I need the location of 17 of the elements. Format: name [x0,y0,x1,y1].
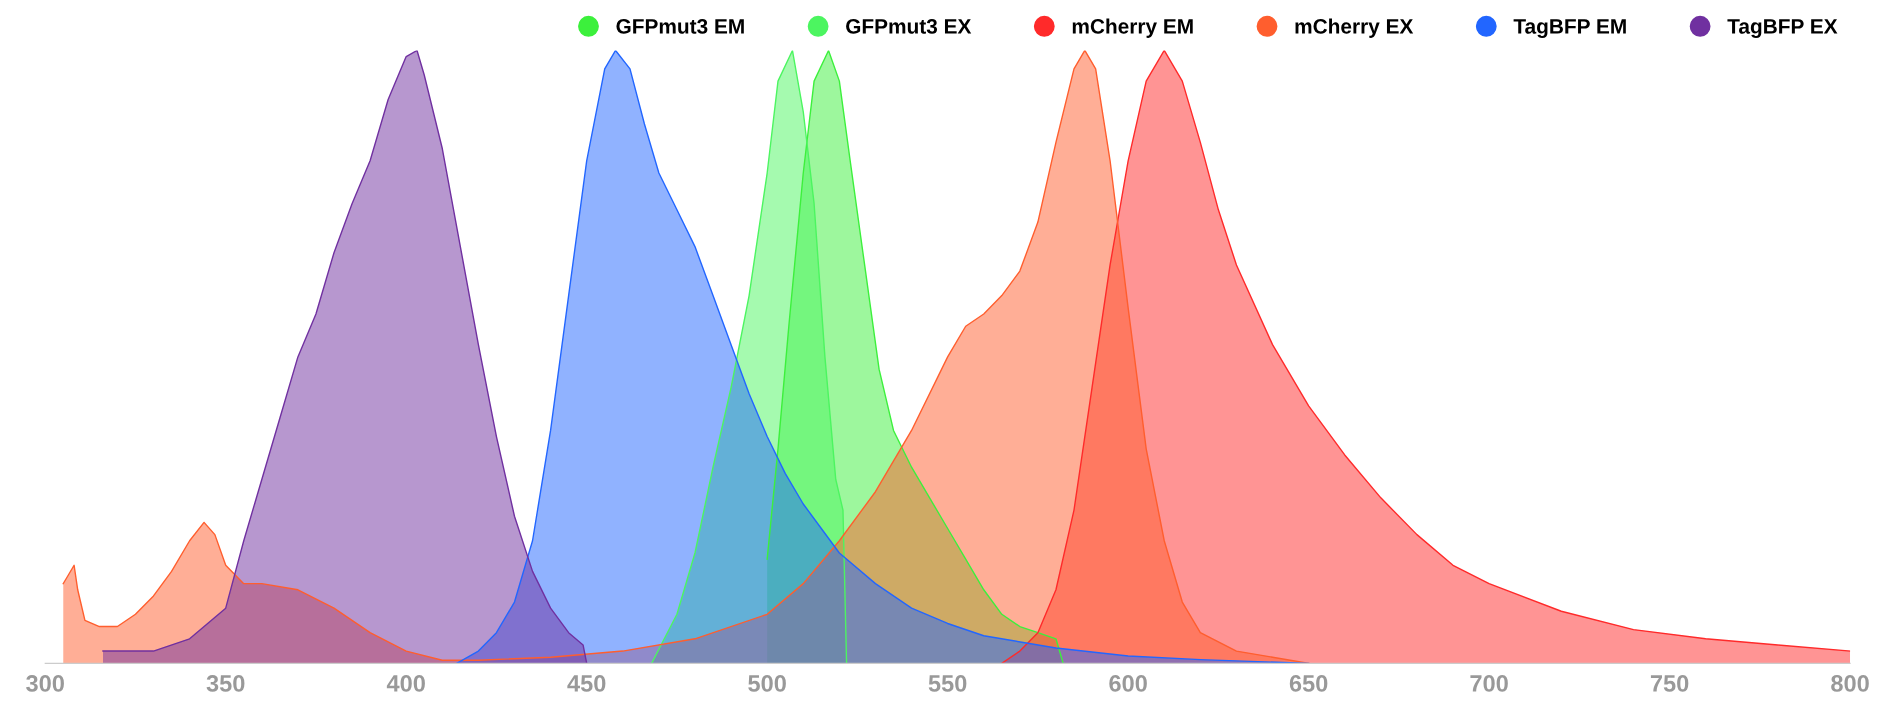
x-tick-label: 450 [567,675,606,692]
x-tick-label: 500 [748,675,786,692]
x-tick-label: 350 [206,675,245,692]
legend-label: TagBFP EM [1513,19,1626,38]
x-tick-label: 750 [1650,675,1689,692]
x-tick-label: 300 [26,675,64,692]
x-tick-label: 650 [1289,675,1328,692]
legend-label: mCherry EX [1295,18,1414,38]
x-tick-label: 400 [386,675,425,692]
legend-label: mCherry EM [1072,18,1193,38]
x-tick-label: 800 [1831,675,1869,692]
legend-label: GFPmut3 EM [616,19,744,34]
legend-label: GFPmut3 EX [846,19,972,34]
x-tick-label: 600 [1109,675,1147,692]
x-tick-label: 550 [928,675,967,692]
x-tick-label: 700 [1470,675,1508,692]
legend-label: TagBFP EX [1727,19,1838,38]
